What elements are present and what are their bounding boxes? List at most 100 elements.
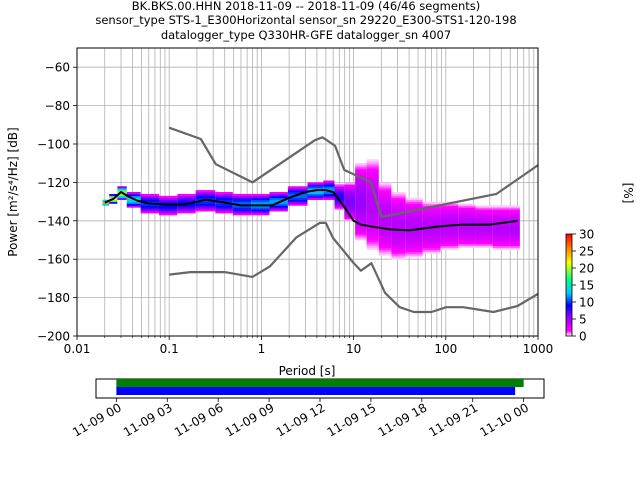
density-cell [126, 201, 141, 204]
y-axis-label: Power [m²/s⁴/Hz] [dB] [6, 127, 20, 256]
density-cell [422, 236, 441, 239]
density-cell [232, 205, 252, 208]
density-cell [366, 245, 379, 248]
density-cell [475, 241, 493, 245]
density-cell [323, 188, 335, 191]
density-cell [440, 245, 459, 248]
density-cell [378, 238, 392, 241]
density-cell [344, 193, 356, 197]
density-cell [378, 222, 392, 225]
density-cell [195, 193, 216, 197]
density-cell [492, 241, 510, 245]
density-cell [405, 241, 423, 245]
density-cell [126, 195, 141, 199]
density-cell [344, 195, 356, 199]
density-cell [215, 203, 233, 206]
colorbar-tick-label: 15 [579, 279, 594, 293]
density-cell [344, 207, 356, 210]
density-cell [366, 197, 379, 200]
density-cell [458, 209, 476, 212]
density-cell [378, 253, 392, 256]
density-cell [366, 220, 379, 224]
density-cell [391, 205, 406, 208]
density-cell [492, 230, 510, 233]
density-cell [422, 213, 441, 216]
density-cell [458, 216, 476, 220]
density-cell [458, 205, 476, 208]
density-cell [366, 215, 379, 218]
density-cell [307, 197, 324, 200]
density-cell [509, 209, 520, 212]
density-cell [475, 230, 493, 233]
density-cell [405, 218, 423, 222]
density-cell [422, 211, 441, 214]
density-cell [355, 226, 367, 229]
density-cell [355, 188, 367, 191]
density-cell [140, 193, 159, 197]
density-cell [344, 184, 356, 187]
density-cell [440, 220, 459, 224]
density-cell [475, 234, 493, 237]
density-cell [378, 234, 392, 237]
density-cell [366, 174, 379, 177]
density-cell [232, 193, 252, 197]
density-cell [440, 230, 459, 233]
density-cell [405, 203, 423, 206]
density-cell [251, 197, 270, 200]
density-cell [366, 222, 379, 225]
density-cell [269, 193, 288, 197]
density-cell [177, 199, 196, 202]
density-cell [422, 240, 441, 243]
density-cell [391, 241, 406, 245]
density-cell [355, 163, 367, 166]
density-cell [334, 192, 345, 195]
x-axis-ticks: 0.01 0.1 1 10 100 1000 [64, 336, 553, 356]
density-cell [366, 218, 379, 222]
density-cell [140, 211, 159, 214]
density-cell [215, 195, 233, 199]
density-cell [287, 190, 308, 193]
density-cell [366, 240, 379, 243]
density-cell [269, 192, 288, 195]
density-cell [422, 230, 441, 233]
density-cell [475, 213, 493, 216]
density-cell [215, 209, 233, 212]
density-cell [269, 199, 288, 202]
density-cell [269, 203, 288, 206]
density-cell [366, 211, 379, 214]
density-cell [492, 232, 510, 235]
density-cell [334, 186, 345, 189]
density-cell [391, 216, 406, 220]
density-cell [355, 201, 367, 204]
density-cell [440, 207, 459, 210]
density-cell [440, 213, 459, 216]
density-cell [334, 207, 345, 210]
density-cell [366, 230, 379, 233]
density-cell [440, 241, 459, 245]
density-cell [405, 245, 423, 248]
density-cell [422, 224, 441, 227]
density-cell [102, 199, 110, 202]
density-cell [158, 197, 178, 200]
density-cell [391, 230, 406, 233]
density-cell [422, 241, 441, 245]
density-cell [366, 159, 379, 162]
density-cell [405, 240, 423, 243]
density-cell [378, 232, 392, 235]
density-cell [422, 209, 441, 212]
density-cell [287, 186, 308, 189]
y-tick-label: −140 [37, 214, 70, 228]
density-cell [109, 193, 118, 197]
x-axis-label: Period [s] [279, 364, 336, 378]
density-cell [405, 201, 423, 204]
density-cell [355, 234, 367, 237]
density-cell [458, 241, 476, 245]
density-cell [323, 197, 335, 200]
density-cell [475, 236, 493, 239]
density-cell [323, 192, 335, 195]
density-cell [378, 251, 392, 254]
density-cell [475, 243, 493, 247]
density-cell [378, 230, 392, 233]
x-tick-label: 0.01 [64, 342, 91, 356]
